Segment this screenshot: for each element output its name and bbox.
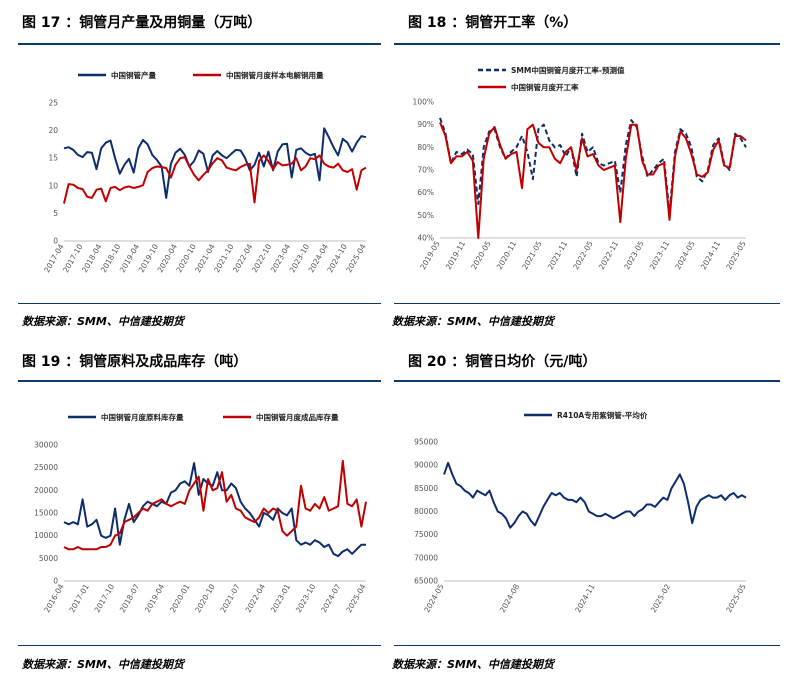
x-tick-label: 2025-02 [649, 582, 673, 614]
series-line-1 [63, 462, 366, 558]
figure-17-chart: 05101520252017-042017-102018-042018-1020… [42, 70, 368, 274]
x-tick-label: 2018-07 [118, 582, 142, 614]
x-tick-label: 2022-11 [597, 239, 621, 271]
x-tick-label: 2019-05 [418, 239, 442, 271]
x-tick-label: 2025-05 [724, 239, 748, 271]
x-tick-label: 2024-11 [573, 582, 597, 614]
figure-18-title: 图 18 ：铜管开工率（%） [408, 15, 578, 31]
x-tick-label: 2024-08 [498, 582, 522, 614]
y-tick-label: 5000 [39, 554, 58, 563]
figure-20-chart: 65000 70000 75000 80000 85000 90000 95000 2024-… [414, 410, 748, 614]
x-tick-label: 2020-11 [495, 239, 519, 271]
y-tick-label: 25000 [34, 463, 58, 472]
figure-19-source: 数据来源：SMM、中信建投期货 [22, 658, 184, 671]
x-tick-label: 2020-05 [469, 239, 493, 271]
y-tick-label: 0 [53, 577, 58, 586]
x-tick-label: 2024-11 [699, 239, 723, 271]
y-tick-label: 15 [48, 154, 58, 163]
y-tick-label: 95000 [414, 438, 438, 447]
series-line-1 [443, 461, 747, 529]
legend-label: 中国铜管月度原料库存量 [101, 412, 184, 422]
y-tick-label: 0 [53, 237, 58, 246]
figure-18-source: 数据来源：SMM、中信建投期货 [392, 315, 554, 328]
figure-17-source: 数据来源：SMM、中信建投期货 [22, 315, 184, 328]
legend-label: SMM中国铜管月度开工率-预测值 [511, 65, 625, 75]
figure-19-top-rule [18, 380, 381, 382]
x-tick-label: 2023-10 [294, 582, 318, 614]
x-tick-label: 2019-11 [444, 239, 468, 271]
figure-20-source: 数据来源：SMM、中信建投期货 [392, 658, 554, 671]
series-line-2 [439, 122, 747, 239]
x-tick-label: 2023-11 [648, 239, 672, 271]
x-tick-label: 2016-04 [42, 582, 66, 614]
x-tick-label: 2023-01 [269, 582, 293, 614]
x-tick-label: 2024-05 [422, 582, 446, 614]
y-tick-label: 90% [417, 120, 434, 129]
x-tick-label: 2024-05 [673, 239, 697, 271]
x-tick-label: 2021-05 [520, 239, 544, 271]
figure-18-bottom-rule [394, 303, 780, 304]
series-line-1 [63, 127, 367, 199]
y-tick-label: 80% [417, 143, 434, 152]
y-tick-label: 5 [53, 209, 58, 218]
y-tick-label: 10000 [34, 531, 58, 540]
figure-19-bottom-rule [18, 645, 381, 646]
x-tick-label: 2020-10 [193, 582, 217, 614]
x-tick-label: 2022-05 [571, 239, 595, 271]
y-tick-label: 15000 [34, 509, 58, 518]
legend-label: 中国铜管月度成品库存量 [256, 412, 339, 422]
y-tick-label: 65000 [414, 577, 438, 586]
figure-19-title: 图 19 ：铜管原料及成品库存（吨） [22, 354, 248, 370]
y-tick-label: 20000 [34, 486, 58, 495]
y-tick-label: 85000 [414, 484, 438, 493]
legend-label: 中国铜管月度样本电解铜用量 [226, 70, 324, 80]
y-tick-label: 70% [417, 166, 434, 175]
y-tick-label: 40% [417, 234, 434, 243]
x-tick-label: 2021-11 [546, 239, 570, 271]
figure-20-title: 图 20 ：铜管日均价（元/吨） [408, 354, 597, 370]
y-tick-label: 90000 [414, 461, 438, 470]
x-tick-label: 2022-04 [244, 582, 268, 614]
figure-17-title: 图 17 ：铜管月产量及用铜量（万吨） [22, 15, 262, 31]
figure-18-top-rule [394, 43, 780, 45]
series-line-2 [63, 459, 367, 551]
figure-20-bottom-rule [394, 645, 780, 646]
y-tick-label: 60% [417, 188, 434, 197]
x-tick-label: 2019-04 [143, 582, 167, 614]
y-tick-label: 100% [413, 98, 434, 107]
legend-label: 中国铜管月度开工率 [511, 82, 579, 92]
figure-18-chart: 40%50%60%70%80%90%100%2019-05 2019-11 2020… [413, 65, 748, 271]
x-tick-label: 2024-07 [319, 582, 343, 614]
x-tick-label: 2023-05 [622, 239, 646, 271]
y-tick-label: 25 [48, 99, 58, 108]
y-tick-label: 50% [417, 211, 434, 220]
y-tick-label: 10 [48, 181, 58, 190]
x-tick-label: 2025-04 [344, 582, 368, 614]
x-tick-label: 2020-01 [168, 582, 192, 614]
x-tick-label: 2017-10 [93, 582, 117, 614]
figure-17-top-rule [18, 43, 381, 45]
x-tick-label: 2017-01 [67, 582, 91, 614]
y-tick-label: 80000 [414, 507, 438, 516]
legend-label: R410A专用紫铜管-平均价 [557, 410, 648, 420]
legend-label: 中国铜管产量 [111, 70, 156, 80]
series-line-1 [439, 117, 747, 215]
x-tick-label: 2025-05 [724, 582, 748, 614]
x-tick-label: 2021-07 [218, 582, 242, 614]
series-line-2 [63, 154, 367, 204]
y-tick-label: 30000 [34, 441, 58, 450]
y-tick-label: 75000 [414, 530, 438, 539]
figure-17-bottom-rule [18, 303, 381, 304]
y-tick-label: 20 [48, 126, 58, 135]
y-tick-label: 70000 [414, 553, 438, 562]
figure-20-top-rule [394, 380, 780, 382]
